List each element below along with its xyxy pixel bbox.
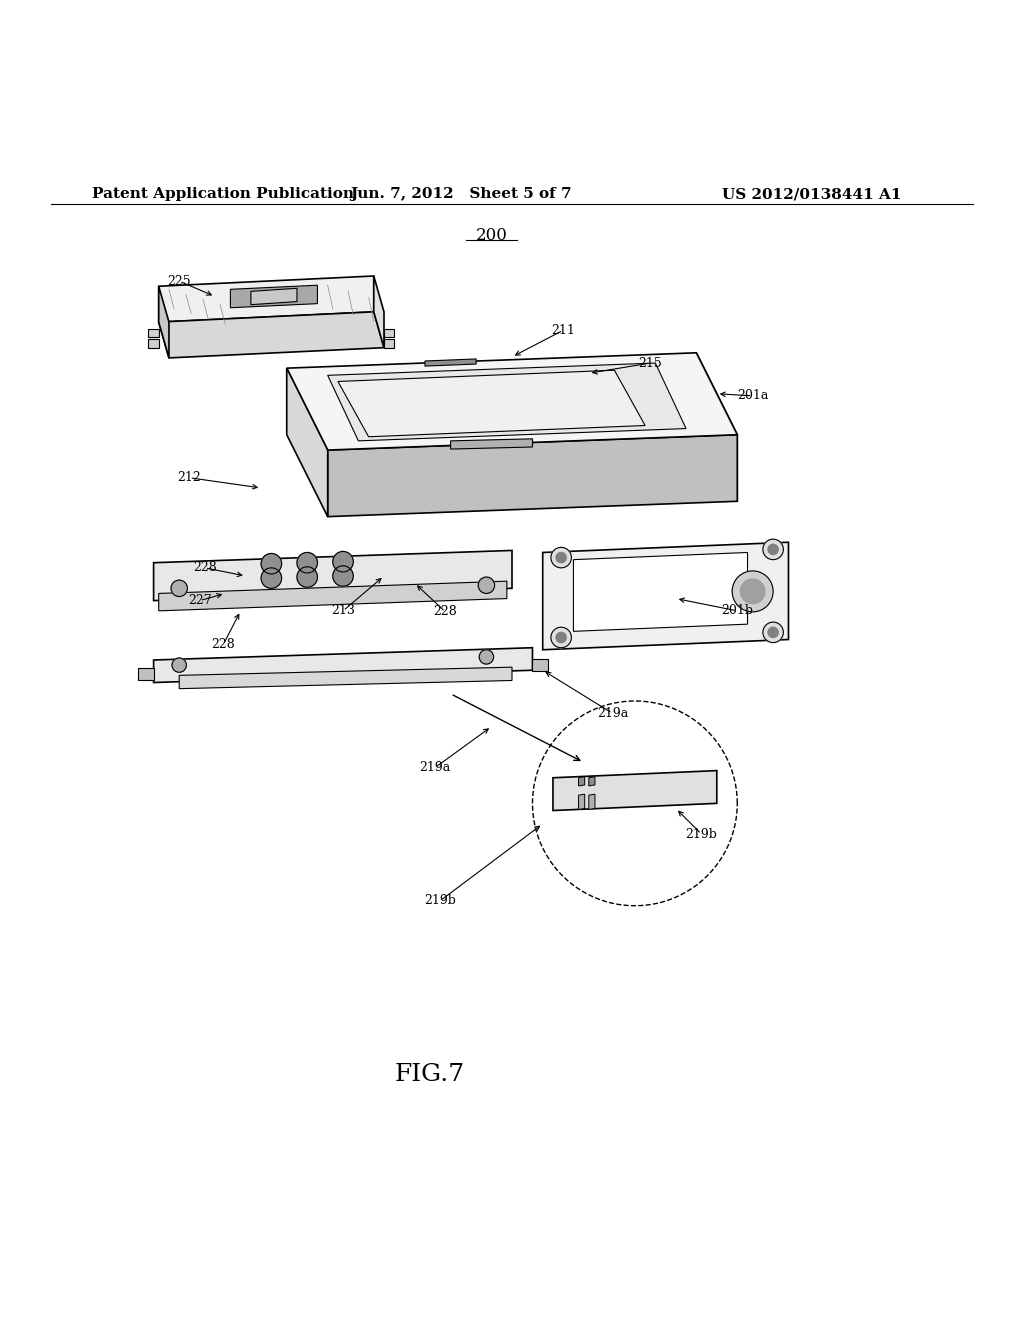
Polygon shape bbox=[589, 795, 595, 809]
Polygon shape bbox=[425, 359, 476, 366]
Text: 201a: 201a bbox=[737, 389, 768, 403]
Polygon shape bbox=[154, 550, 512, 601]
Text: 227: 227 bbox=[187, 594, 212, 607]
Text: 219a: 219a bbox=[420, 762, 451, 774]
Polygon shape bbox=[579, 795, 585, 809]
Polygon shape bbox=[138, 668, 154, 681]
Text: US 2012/0138441 A1: US 2012/0138441 A1 bbox=[722, 187, 901, 201]
Circle shape bbox=[297, 553, 317, 573]
Circle shape bbox=[333, 566, 353, 586]
Circle shape bbox=[768, 627, 778, 638]
Polygon shape bbox=[154, 648, 532, 682]
Polygon shape bbox=[573, 553, 748, 631]
Polygon shape bbox=[579, 776, 585, 785]
Text: 225: 225 bbox=[167, 275, 191, 288]
Circle shape bbox=[732, 572, 773, 612]
Circle shape bbox=[768, 544, 778, 554]
Circle shape bbox=[740, 579, 765, 603]
Text: 201b: 201b bbox=[721, 605, 754, 618]
Circle shape bbox=[556, 553, 566, 562]
Text: 228: 228 bbox=[193, 561, 217, 574]
Circle shape bbox=[551, 627, 571, 648]
Polygon shape bbox=[532, 659, 548, 672]
Polygon shape bbox=[179, 667, 512, 689]
Polygon shape bbox=[384, 329, 394, 338]
Polygon shape bbox=[384, 339, 394, 347]
Polygon shape bbox=[374, 276, 384, 347]
Circle shape bbox=[172, 657, 186, 672]
Polygon shape bbox=[159, 276, 374, 322]
Polygon shape bbox=[543, 543, 788, 649]
Polygon shape bbox=[287, 368, 328, 516]
Circle shape bbox=[171, 579, 187, 597]
Polygon shape bbox=[159, 312, 384, 358]
Text: 215: 215 bbox=[638, 356, 663, 370]
Circle shape bbox=[261, 553, 282, 574]
Polygon shape bbox=[148, 329, 159, 338]
Text: 219b: 219b bbox=[685, 828, 718, 841]
Circle shape bbox=[551, 548, 571, 568]
Polygon shape bbox=[328, 434, 737, 516]
Polygon shape bbox=[338, 370, 645, 437]
Text: 219a: 219a bbox=[597, 706, 628, 719]
Polygon shape bbox=[553, 771, 717, 810]
Circle shape bbox=[556, 632, 566, 643]
Polygon shape bbox=[230, 285, 317, 308]
Text: 228: 228 bbox=[433, 606, 458, 618]
Text: 200: 200 bbox=[475, 227, 508, 243]
Text: FIG.7: FIG.7 bbox=[395, 1063, 465, 1086]
Circle shape bbox=[763, 539, 783, 560]
Polygon shape bbox=[451, 438, 532, 449]
Text: 219b: 219b bbox=[424, 894, 457, 907]
Text: Patent Application Publication: Patent Application Publication bbox=[92, 187, 354, 201]
Text: 211: 211 bbox=[551, 323, 575, 337]
Circle shape bbox=[261, 568, 282, 589]
Polygon shape bbox=[328, 363, 686, 441]
Text: 228: 228 bbox=[211, 638, 236, 651]
Polygon shape bbox=[287, 352, 737, 450]
Polygon shape bbox=[589, 776, 595, 785]
Polygon shape bbox=[696, 352, 737, 502]
Circle shape bbox=[478, 577, 495, 594]
Text: 213: 213 bbox=[331, 605, 355, 618]
Text: 212: 212 bbox=[177, 471, 202, 484]
Circle shape bbox=[763, 622, 783, 643]
Polygon shape bbox=[148, 339, 159, 347]
Polygon shape bbox=[159, 581, 507, 611]
Circle shape bbox=[479, 649, 494, 664]
Circle shape bbox=[297, 566, 317, 587]
Polygon shape bbox=[251, 288, 297, 305]
Circle shape bbox=[333, 552, 353, 572]
Polygon shape bbox=[159, 286, 169, 358]
Text: Jun. 7, 2012   Sheet 5 of 7: Jun. 7, 2012 Sheet 5 of 7 bbox=[350, 187, 571, 201]
